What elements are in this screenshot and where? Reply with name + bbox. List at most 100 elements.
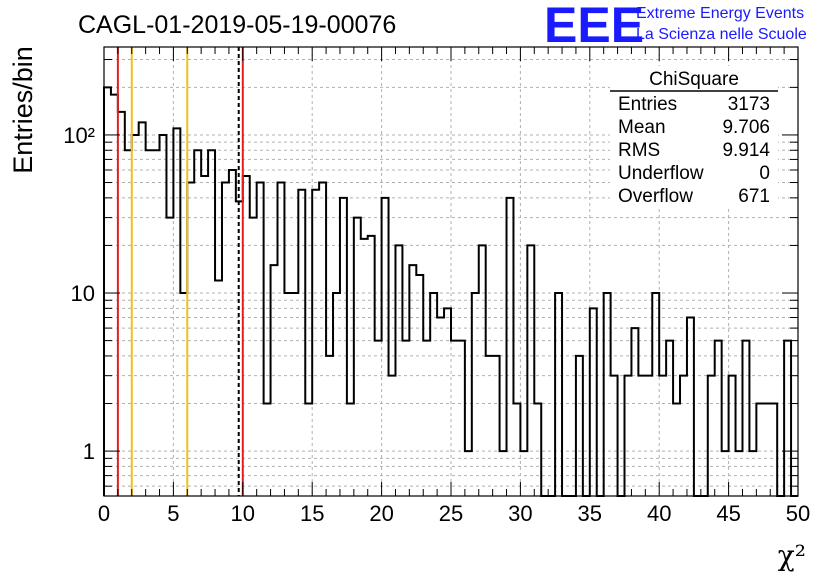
stats-label: Underflow: [618, 163, 704, 184]
x-tick-label: 30: [508, 501, 532, 526]
histogram-bin: [187, 183, 194, 496]
histogram-bin: [368, 236, 375, 496]
logo-mark: EEE: [544, 0, 644, 53]
histogram-bin: [222, 183, 229, 496]
histogram-bin: [784, 341, 791, 496]
y-axis-label: Entries/bin: [8, 46, 38, 174]
histogram-bin: [160, 135, 167, 496]
x-tick-label: 0: [98, 501, 110, 526]
stats-value: 9.706: [722, 117, 770, 138]
histogram-bin: [243, 176, 250, 496]
histogram-bin: [389, 376, 396, 496]
histogram-bin: [402, 341, 409, 496]
histogram-bin: [173, 128, 180, 496]
histogram-bin: [298, 190, 305, 496]
histogram-bin: [576, 356, 583, 496]
histogram-steps: [103, 86, 798, 497]
histogram-bin: [715, 341, 722, 496]
histogram-bin: [139, 122, 146, 496]
x-tick-label: 35: [578, 501, 602, 526]
histogram-bin: [659, 376, 666, 496]
histogram-bin: [375, 341, 382, 496]
histogram-bin: [472, 293, 479, 496]
histogram-bin: [291, 293, 298, 496]
histogram-bin: [166, 218, 173, 496]
histogram-bin: [631, 328, 638, 496]
histogram-bin: [763, 404, 770, 496]
histogram-bin: [590, 308, 597, 496]
histogram-bin: [347, 404, 354, 496]
histogram-bin: [111, 95, 118, 496]
histogram-bin: [104, 87, 111, 496]
stats-value: 0: [759, 163, 770, 184]
y-tick-label: 1: [83, 439, 95, 464]
y-tick-label: 10: [71, 281, 95, 306]
histogram-bin: [250, 218, 257, 496]
x-tick-label: 5: [167, 501, 179, 526]
histogram-bin: [451, 341, 458, 496]
logo-line-2: La Scienza nelle Scuole: [636, 26, 807, 43]
histogram-bin: [638, 376, 645, 496]
stats-value: 9.914: [722, 140, 770, 161]
histogram-bin: [361, 239, 368, 496]
eee-logo: EEE Extreme Energy Events La Scienza nel…: [544, 0, 807, 53]
histogram-bin: [284, 293, 291, 496]
histogram-bin: [326, 356, 333, 496]
histogram-bin: [729, 376, 736, 496]
histogram-bin: [708, 376, 715, 496]
histogram-bin: [180, 293, 187, 496]
histogram-bin: [604, 293, 611, 496]
y-tick-label: 10²: [63, 123, 95, 148]
ticks: 0 5 10 15 20 25 30 35 40 45 50 1 10 10²: [63, 47, 810, 526]
histogram-bin: [194, 150, 201, 496]
histogram-bin: [742, 341, 749, 496]
histogram-bin: [645, 376, 652, 496]
histogram: [103, 86, 798, 497]
histogram-bin: [423, 341, 430, 496]
reference-lines: [116, 47, 244, 496]
histogram-bin: [312, 190, 319, 496]
x-tick-label: 25: [439, 501, 463, 526]
histogram-bin: [756, 404, 763, 496]
x-tick-label: 10: [231, 501, 255, 526]
histogram-bin: [493, 356, 500, 496]
histogram-bin: [652, 293, 659, 496]
histogram-bin: [333, 293, 340, 496]
histogram-bin: [444, 308, 451, 496]
histogram-bin: [430, 293, 437, 496]
stats-value: 3173: [728, 94, 770, 115]
x-tick-label: 20: [369, 501, 393, 526]
histogram-bin: [555, 293, 562, 496]
x-axis-label: χ²: [778, 539, 806, 572]
histogram-bin: [208, 150, 215, 496]
histogram-bin: [146, 150, 153, 496]
histogram-bin: [534, 404, 541, 496]
stats-box: ChiSquare Entries 3173 Mean 9.706 RMS 9.914 Un…: [610, 66, 778, 209]
histogram-bin: [125, 150, 132, 496]
stats-label: Overflow: [618, 186, 693, 207]
histogram-bin: [153, 150, 160, 496]
histogram-bin: [611, 376, 618, 496]
histogram-bin: [625, 376, 632, 496]
histogram-bin: [215, 281, 222, 496]
histogram-bin: [666, 341, 673, 496]
histogram-bin: [257, 183, 264, 496]
histogram-bin: [264, 404, 271, 496]
histogram-bin: [770, 404, 777, 496]
histogram-bin: [687, 318, 694, 496]
x-tick-label: 45: [716, 501, 740, 526]
histogram-bin: [513, 404, 520, 496]
stats-value: 671: [738, 186, 770, 207]
histogram-bin: [486, 356, 493, 496]
histogram-bin: [458, 341, 465, 496]
histogram-bin: [132, 135, 139, 496]
x-tick-label: 40: [647, 501, 671, 526]
chart-title: CAGL-01-2019-05-19-00076: [78, 11, 396, 39]
logo-line-1: Extreme Energy Events: [636, 5, 804, 22]
histogram-bin: [118, 112, 125, 496]
histogram-bin: [680, 376, 687, 496]
histogram-bin: [673, 404, 680, 496]
stats-label: Mean: [618, 117, 666, 138]
histogram-bin: [229, 170, 236, 496]
